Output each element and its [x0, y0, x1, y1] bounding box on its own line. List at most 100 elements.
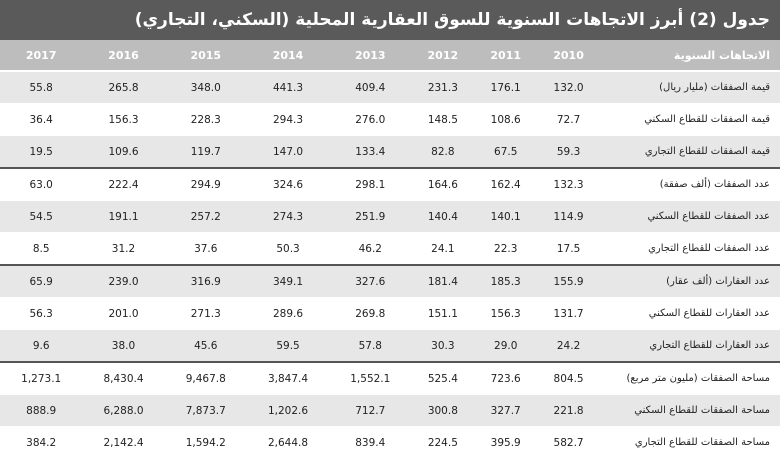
header-year: 2014 [246, 40, 330, 72]
header-year: 2010 [537, 40, 600, 72]
cell-value: 1,202.6 [267, 404, 309, 417]
cell-value: 185.3 [490, 275, 521, 288]
table-cell: 265.8 [82, 71, 165, 104]
cell-value: 289.6 [272, 307, 304, 320]
cell-value: 269.8 [355, 307, 386, 320]
table-cell: 9.6 [0, 329, 83, 363]
cell-value: 19.5 [29, 145, 53, 158]
cell-value: 265.8 [108, 81, 139, 94]
table-cell: 1,273.1 [0, 361, 83, 395]
table-cell: 57.8 [329, 329, 412, 363]
cell-value: 155.9 [553, 275, 584, 288]
cell-value: 7,873.7 [185, 404, 226, 417]
cell-value: 222.4 [108, 178, 139, 191]
table-cell: 151.1 [411, 297, 475, 330]
table-cell: 228.3 [164, 103, 247, 136]
cell-value: 274.3 [272, 210, 304, 223]
header-year: 2016 [82, 40, 165, 72]
cell-value: 176.1 [490, 81, 521, 94]
table-cell: 37.6 [164, 232, 247, 266]
header-year: 2012 [411, 40, 475, 72]
table-cell: 140.4 [411, 200, 475, 233]
cell-value: 54.5 [29, 210, 53, 223]
table-cell: 147.0 [246, 135, 330, 169]
cell-value: 441.3 [272, 81, 304, 94]
table-cell: 65.9 [0, 264, 83, 298]
table-cell: 294.3 [246, 103, 330, 136]
cell-value: 82.8 [431, 145, 455, 158]
cell-value: 251.9 [355, 210, 386, 223]
table-cell: 289.6 [246, 297, 330, 330]
cell-value: 45.6 [194, 339, 218, 352]
table-cell: 132.3 [537, 167, 600, 201]
cell-value: 839.4 [355, 436, 386, 449]
table-cell: 108.6 [474, 103, 538, 136]
cell-value: 46.2 [358, 242, 382, 255]
cell-value: 132.0 [553, 81, 584, 94]
table-cell: 6,288.0 [82, 394, 165, 427]
cell-value: 239.0 [108, 275, 139, 288]
cell-value: 114.9 [553, 210, 584, 223]
table-cell: 7,873.7 [164, 394, 247, 427]
cell-value: 1,273.1 [21, 372, 62, 385]
cell-value: 72.7 [556, 113, 581, 126]
table-cell: 54.5 [0, 200, 83, 233]
table-cell: 582.7 [537, 426, 600, 459]
table-row: قيمة الصفقات للقطاع السكني 72.7 108.6 148.5… [0, 103, 780, 136]
cell-value: 3,847.4 [267, 372, 309, 385]
table-cell: 1,594.2 [164, 426, 247, 459]
cell-value: 384.2 [26, 436, 57, 449]
cell-value: 271.3 [190, 307, 221, 320]
header-year: 2013 [329, 40, 412, 72]
cell-value: 409.4 [355, 81, 386, 94]
cell-value: 582.7 [553, 436, 584, 449]
table-cell: 1,552.1 [329, 361, 412, 395]
table-row: عدد العقارات للقطاع السكني 131.7 156.3 151.… [0, 297, 780, 330]
cell-value: 1,552.1 [350, 372, 391, 385]
cell-value: 63.0 [29, 178, 53, 191]
row-label: عدد العقارات (ألف عقار) [600, 264, 780, 298]
cell-value: 2,644.8 [267, 436, 309, 449]
cell-value: 395.9 [490, 436, 521, 449]
table-row: عدد الصفقات للقطاع السكني 114.9 140.1 140.4… [0, 200, 780, 233]
table-cell: 164.6 [411, 167, 475, 201]
table-cell: 156.3 [474, 297, 538, 330]
cell-value: 804.5 [553, 372, 584, 385]
row-label: عدد الصفقات للقطاع التجاري [600, 232, 780, 266]
cell-value: 888.9 [26, 404, 57, 417]
cell-value: 109.6 [108, 145, 139, 158]
cell-value: 148.5 [427, 113, 458, 126]
table-cell: 132.0 [537, 71, 600, 104]
table-cell: 222.4 [82, 167, 165, 201]
cell-value: 8.5 [32, 242, 50, 255]
table-cell: 9,467.8 [164, 361, 247, 395]
header-year: 2017 [0, 40, 83, 72]
table-body: قيمة الصفقات (مليار ريال) 132.0 176.1 231.3… [0, 71, 780, 459]
table-row: قيمة الصفقات للقطاع التجاري 59.3 67.5 82.8 1… [0, 135, 780, 169]
table-cell: 72.7 [537, 103, 600, 136]
table-cell: 300.8 [411, 394, 475, 427]
table-cell: 17.5 [537, 232, 600, 266]
cell-value: 9,467.8 [185, 372, 226, 385]
row-label: عدد الصفقات للقطاع السكني [600, 200, 780, 233]
cell-value: 723.6 [490, 372, 521, 385]
table-cell: 271.3 [164, 297, 247, 330]
cell-value: 224.5 [427, 436, 458, 449]
cell-value: 181.4 [427, 275, 458, 288]
table-cell: 251.9 [329, 200, 412, 233]
cell-value: 37.6 [194, 242, 218, 255]
table-cell: 8.5 [0, 232, 83, 266]
table-cell: 59.5 [246, 329, 330, 363]
table-cell: 63.0 [0, 167, 83, 201]
table-cell: 1,202.6 [246, 394, 330, 427]
header-year: 2011 [474, 40, 538, 72]
table-cell: 36.4 [0, 103, 83, 136]
row-label: قيمة الصفقات (مليار ريال) [600, 71, 780, 104]
table-row: عدد العقارات (ألف عقار) 155.9 185.3 181.4 32… [0, 264, 780, 298]
table-cell: 55.8 [0, 71, 83, 104]
cell-value: 201.0 [108, 307, 139, 320]
table-cell: 148.5 [411, 103, 475, 136]
cell-value: 50.3 [276, 242, 300, 255]
table-cell: 119.7 [164, 135, 247, 169]
table-cell: 19.5 [0, 135, 83, 169]
